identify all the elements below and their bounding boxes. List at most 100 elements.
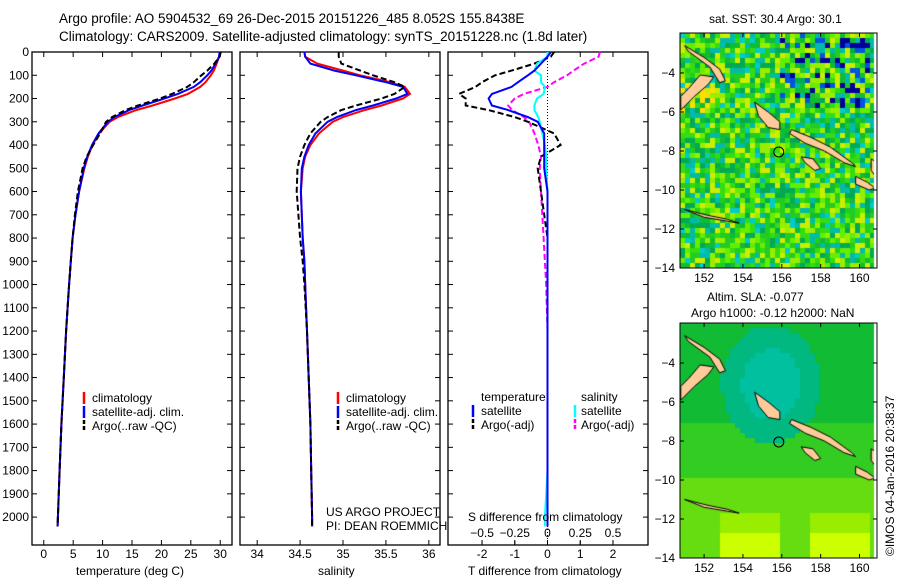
legend-argo: Argo(..raw -QC) (346, 419, 431, 433)
argo-location-marker (773, 436, 785, 448)
lon-tick-label: 152 (694, 561, 714, 575)
map-frame (679, 32, 878, 269)
pi-label: PI: DEAN ROEMMICH (326, 519, 448, 533)
lon-tick-label: 160 (849, 271, 869, 285)
sla-map-image (680, 323, 877, 558)
x-tick-label: 35.5 (374, 547, 398, 561)
title-line-2: Climatology: CARS2009. Satellite-adjuste… (59, 29, 588, 44)
lon-tick-label: 160 (849, 561, 869, 575)
x-tick-label: -1 (509, 547, 520, 561)
y-tick-label: 1900 (2, 487, 29, 501)
lat-tick-label: −8 (661, 144, 675, 158)
legend-climatology: climatology (92, 391, 153, 405)
x-tick-label: 36 (422, 547, 436, 561)
y-tick-label: 0 (22, 45, 29, 59)
series-satellite (56, 51, 221, 527)
y-tick-label: 1300 (2, 347, 29, 361)
sla-map-subtitle: Argo h1000: -0.12 h2000: NaN (691, 306, 855, 320)
x-tick-label: 34 (250, 547, 264, 561)
x-tick-label: -2 (477, 547, 488, 561)
x2-tick-label: 0.5 (605, 526, 622, 540)
plot-frame-salinity (239, 51, 441, 546)
argo-location-marker (773, 146, 785, 158)
series-t-satellite (487, 51, 552, 527)
lon-tick-label: 154 (733, 271, 753, 285)
lon-tick-label: 158 (811, 561, 831, 575)
y-tick-label: 1500 (2, 394, 29, 408)
x-tick-label: 30 (214, 547, 228, 561)
series-t-argo (457, 51, 562, 527)
lon-tick-label: 156 (772, 561, 792, 575)
lat-tick-label: −8 (661, 434, 675, 448)
lat-tick-label: −6 (661, 395, 675, 409)
y-tick-label: 300 (9, 115, 29, 129)
x2-tick-label: 0.25 (569, 526, 593, 540)
lon-tick-label: 152 (694, 271, 714, 285)
y-tick-label: 1100 (3, 301, 29, 315)
y-tick-label: 1700 (2, 440, 29, 454)
y-tick-label: 1800 (2, 464, 29, 478)
x2-tick-label: −0.5 (470, 526, 494, 540)
lon-tick-label: 156 (772, 271, 792, 285)
x-tick-label: 34.5 (288, 547, 312, 561)
s-diff-axis-label: S difference from climatology (468, 510, 623, 524)
x-tick-label: 20 (155, 547, 169, 561)
x-tick-label: 5 (70, 547, 77, 561)
lon-tick-label: 158 (811, 271, 831, 285)
y-tick-label: 800 (9, 231, 29, 245)
temperature-axis-label: temperature (deg C) (76, 564, 185, 578)
legend-s-satellite: satellite (581, 404, 622, 418)
lat-tick-label: −10 (655, 473, 676, 487)
y-tick-label: 600 (9, 185, 29, 199)
legend-climatology: climatology (346, 391, 407, 405)
sst-map-title: sat. SST: 30.4 Argo: 30.1 (709, 12, 842, 26)
x-tick-label: 35 (336, 547, 350, 561)
lat-tick-label: −4 (661, 66, 675, 80)
y-tick-label: 200 (9, 92, 29, 106)
lat-tick-label: −6 (661, 105, 675, 119)
lat-tick-label: −10 (655, 183, 676, 197)
lat-tick-label: −14 (655, 261, 676, 275)
t-diff-axis-label: T difference from climatology (468, 564, 622, 578)
sla-map-title: Altim. SLA: -0.077 (707, 290, 804, 304)
lon-tick-label: 154 (733, 561, 753, 575)
y-tick-label: 1200 (2, 324, 29, 338)
series-satellite (299, 51, 409, 527)
map-frame (679, 322, 878, 559)
y-tick-label: 1400 (2, 371, 29, 385)
legend-argo: Argo(..raw -QC) (92, 419, 177, 433)
lat-tick-label: −14 (655, 551, 676, 565)
y-tick-label: 1600 (2, 417, 29, 431)
x-tick-label: 15 (125, 547, 139, 561)
x-tick-label: 1 (577, 547, 584, 561)
legend-satellite: satellite-adj. clim. (92, 405, 185, 419)
x-tick-label: 10 (96, 547, 110, 561)
x-tick-label: 0 (544, 547, 551, 561)
credit-timestamp: ©IMOS 04-Jan-2016 20:38:37 (883, 395, 897, 556)
x-tick-label: 0 (40, 547, 47, 561)
x-tick-label: 25 (184, 547, 198, 561)
series-argo (56, 51, 222, 527)
legend-t-satellite: satellite (481, 404, 522, 418)
legend-s-argo: Argo(-adj) (581, 418, 635, 432)
legend-satellite: satellite-adj. clim. (346, 405, 439, 419)
sst-map-image (680, 33, 877, 268)
project-label: US ARGO PROJECT (326, 505, 441, 519)
legend-t-argo: Argo(-adj) (481, 418, 535, 432)
legend-temperature-title: temperature (481, 390, 546, 404)
y-tick-label: 2000 (2, 510, 29, 524)
x-tick-label: 2 (610, 547, 617, 561)
x2-tick-label: −0.25 (500, 526, 531, 540)
title-line-1: Argo profile: AO 5904532_69 26-Dec-2015 … (59, 11, 525, 26)
lat-tick-label: −12 (655, 222, 676, 236)
y-tick-label: 700 (9, 208, 29, 222)
y-tick-label: 500 (9, 161, 29, 175)
y-tick-label: 400 (9, 138, 29, 152)
y-tick-label: 900 (9, 254, 29, 268)
y-tick-label: 1000 (2, 278, 29, 292)
lat-tick-label: −12 (655, 512, 676, 526)
series-argo (295, 52, 407, 527)
